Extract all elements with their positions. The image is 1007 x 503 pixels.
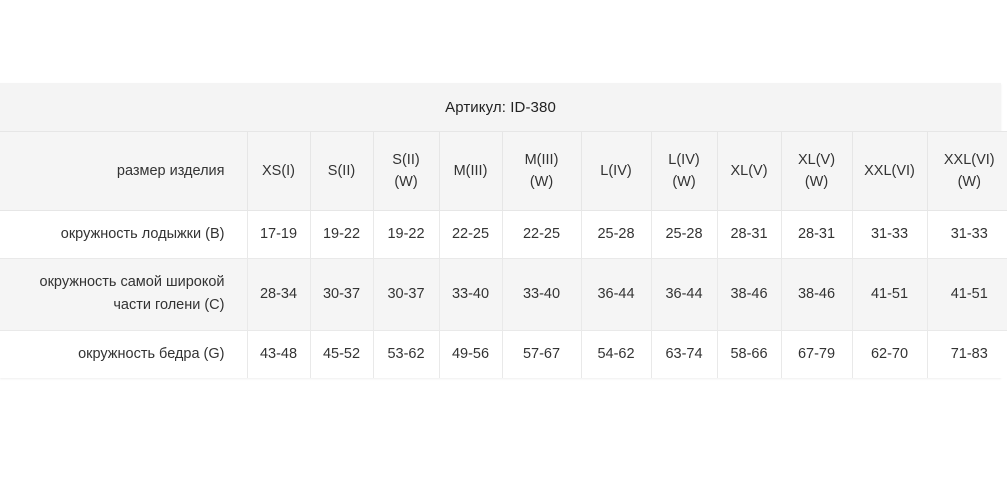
cell-ankle-l-w: 25-28 xyxy=(650,210,717,260)
header-size-text: L(IV) xyxy=(600,162,632,179)
cell-ankle-xxl-w: 31-33 xyxy=(926,210,1007,260)
size-chart-table: размер изделия XS(I) S(II) S(II) (W) M(I… xyxy=(0,131,1007,378)
header-cell-m-w-5: M(III) (W) xyxy=(501,131,581,211)
row-label-thigh: окружность бедра (G) xyxy=(0,330,247,378)
header-size-text: XXL(VI) xyxy=(864,162,915,179)
header-size-text: S(II) xyxy=(392,151,420,168)
header-cell-l-w-7: L(IV) (W) xyxy=(650,131,717,211)
cell-calf-xl: 38-46 xyxy=(716,258,781,331)
header-size-text: L(IV) xyxy=(668,151,700,168)
table-row: окружность самой широкой части голени (С… xyxy=(0,258,1007,331)
header-size-sub: (W) xyxy=(804,174,829,190)
header-cell-label: размер изделия xyxy=(0,131,247,211)
header-size-text: XS(I) xyxy=(261,162,296,179)
header-cell-s-2: S(II) xyxy=(309,131,373,211)
cell-thigh-xxl-w: 71-83 xyxy=(926,330,1007,378)
header-size-sub: (W) xyxy=(672,174,696,190)
cell-thigh-m-w: 57-67 xyxy=(501,330,581,378)
cell-ankle-l: 25-28 xyxy=(580,210,651,260)
cell-calf-l-w: 36-44 xyxy=(650,258,717,331)
header-cell-m-4: M(III) xyxy=(438,131,502,211)
header-size-sub: (W) xyxy=(957,174,981,190)
cell-thigh-l: 54-62 xyxy=(580,330,651,378)
cell-calf-xxl-w: 41-51 xyxy=(926,258,1007,331)
header-size-text: M(III) xyxy=(453,162,488,179)
cell-calf-xxl: 41-51 xyxy=(851,258,927,331)
header-cell-xs-1: XS(I) xyxy=(246,131,310,211)
header-size-text: XL(V) xyxy=(730,162,768,179)
table-row: окружность бедра (G) 43-48 45-52 53-62 4… xyxy=(0,330,1007,378)
header-cell-xl-8: XL(V) xyxy=(716,131,781,211)
cell-thigh-xs: 43-48 xyxy=(246,330,310,378)
cell-calf-s: 30-37 xyxy=(309,258,373,331)
cell-thigh-xl: 58-66 xyxy=(716,330,781,378)
cell-ankle-xl-w: 28-31 xyxy=(780,210,852,260)
cell-ankle-xs: 17-19 xyxy=(246,210,310,260)
header-size-text: M(III) xyxy=(524,151,559,168)
cell-thigh-xxl: 62-70 xyxy=(851,330,927,378)
header-cell-s-w-3: S(II) (W) xyxy=(372,131,439,211)
cell-calf-m: 33-40 xyxy=(438,258,502,331)
header-cell-xl-w-9: XL(V) (W) xyxy=(780,131,852,211)
row-label-calf: окружность самой широкой части голени (С… xyxy=(0,258,247,331)
cell-ankle-m: 22-25 xyxy=(438,210,502,260)
cell-ankle-s-w: 19-22 xyxy=(372,210,439,260)
header-cell-l-6: L(IV) xyxy=(580,131,651,211)
cell-thigh-s-w: 53-62 xyxy=(372,330,439,378)
cell-ankle-m-w: 22-25 xyxy=(501,210,581,260)
cell-thigh-s: 45-52 xyxy=(309,330,373,378)
header-size-sub: (W) xyxy=(394,174,418,190)
header-size-sub: (W) xyxy=(529,174,554,190)
cell-calf-xl-w: 38-46 xyxy=(780,258,852,331)
size-chart-card: Артикул: ID-380 размер изделия XS(I) S(I… xyxy=(0,83,1007,378)
cell-calf-l: 36-44 xyxy=(580,258,651,331)
row-label-ankle: окружность лодыжки (B) xyxy=(0,210,247,260)
cell-calf-m-w: 33-40 xyxy=(501,258,581,331)
cell-thigh-m: 49-56 xyxy=(438,330,502,378)
header-size-text: XL(V) xyxy=(797,151,836,168)
cell-thigh-l-w: 63-74 xyxy=(650,330,717,378)
table-row: окружность лодыжки (B) 17-19 19-22 19-22… xyxy=(0,210,1007,260)
cell-calf-s-w: 30-37 xyxy=(372,258,439,331)
article-title: Артикул: ID-380 xyxy=(0,83,1001,131)
header-size-text: XXL(VI) xyxy=(943,151,995,168)
cell-ankle-xxl: 31-33 xyxy=(851,210,927,260)
table-header: размер изделия XS(I) S(II) S(II) (W) M(I… xyxy=(0,131,1007,211)
cell-ankle-s: 19-22 xyxy=(309,210,373,260)
header-cell-xxl-w-11: XXL(VI) (W) xyxy=(926,131,1007,211)
header-row: размер изделия XS(I) S(II) S(II) (W) M(I… xyxy=(0,131,1007,211)
header-cell-xxl-10: XXL(VI) xyxy=(851,131,927,211)
cell-ankle-xl: 28-31 xyxy=(716,210,781,260)
cell-thigh-xl-w: 67-79 xyxy=(780,330,852,378)
cell-calf-xs: 28-34 xyxy=(246,258,310,331)
table-body: окружность лодыжки (B) 17-19 19-22 19-22… xyxy=(0,210,1007,378)
header-size-text: S(II) xyxy=(327,162,356,179)
